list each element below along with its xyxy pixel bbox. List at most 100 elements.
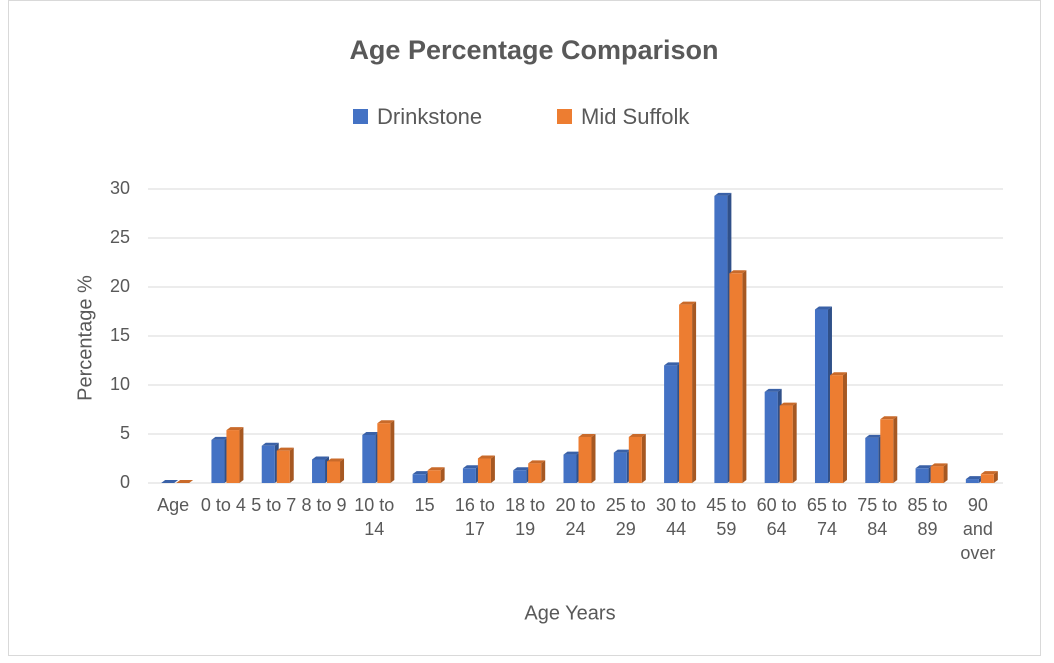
bar-side: [591, 433, 596, 483]
bar-side: [490, 455, 495, 483]
bar-side: [842, 372, 847, 483]
bar: [226, 430, 240, 483]
x-tick-label: 18 to 19: [505, 495, 546, 539]
bar-top: [427, 467, 445, 471]
bar: [814, 309, 828, 483]
legend-label: Drinkstone: [377, 104, 482, 129]
bar-side: [239, 427, 244, 483]
bar-side: [742, 270, 747, 483]
bar: [276, 450, 290, 483]
bar-top: [829, 372, 847, 376]
bar-top: [513, 467, 531, 471]
y-tick-label: 25: [110, 227, 130, 247]
bar: [930, 466, 944, 483]
bar-top: [261, 442, 279, 446]
bar-top: [679, 301, 697, 305]
bar-top: [176, 480, 194, 483]
bar: [829, 375, 843, 483]
x-tick-label: 75 to 84: [857, 495, 898, 539]
bar-side: [289, 447, 294, 483]
bar-top: [628, 433, 646, 437]
bar: [714, 195, 728, 484]
bar-top: [814, 306, 832, 310]
bar-top: [276, 447, 294, 451]
bar-top: [880, 416, 898, 420]
bar: [729, 273, 743, 483]
y-tick-label: 5: [120, 423, 130, 443]
bar: [779, 405, 793, 483]
x-tick-label: 90 and over: [960, 495, 996, 563]
bar: [965, 479, 979, 483]
bar: [362, 434, 376, 483]
y-axis-title: Percentage %: [74, 275, 96, 401]
bar: [613, 452, 627, 483]
bar: [563, 454, 577, 483]
chart-title: Age Percentage Comparison: [349, 35, 718, 65]
x-tick-label: 65 to 74: [806, 495, 847, 539]
x-tick-label: 0 to 4: [200, 495, 246, 515]
bar: [679, 304, 693, 483]
bar: [377, 423, 391, 483]
bar-top: [714, 192, 732, 196]
bar-top: [764, 388, 782, 392]
bar: [312, 459, 326, 483]
x-tick-label: Age: [157, 495, 190, 515]
bar-top: [362, 431, 380, 435]
bar-side: [641, 433, 646, 483]
bar: [477, 458, 491, 483]
bar-top: [664, 362, 682, 366]
bar-top: [327, 458, 345, 462]
bar-top: [578, 433, 596, 437]
bar-side: [692, 301, 697, 483]
x-axis-title: Age Years: [524, 602, 615, 624]
bar: [327, 461, 341, 483]
bar: [865, 437, 879, 483]
x-tick-label: 15: [414, 495, 435, 515]
bar: [915, 468, 929, 483]
bar-top: [980, 471, 998, 475]
y-tick-label: 10: [110, 374, 130, 394]
legend-label: Mid Suffolk: [581, 104, 690, 129]
x-tick-label: 25 to 29: [605, 495, 646, 539]
x-tick-label: 16 to 17: [454, 495, 495, 539]
legend-swatch: [353, 109, 368, 124]
bar-top: [226, 427, 244, 431]
x-tick-label: 85 to 89: [907, 495, 948, 539]
bar-top: [779, 402, 797, 406]
bar-top: [563, 451, 581, 455]
bar-top: [462, 465, 480, 469]
bar: [628, 436, 642, 483]
y-tick-label: 30: [110, 178, 130, 198]
bar-side: [340, 458, 345, 483]
bar-top: [915, 465, 933, 469]
bar: [211, 439, 225, 483]
bar-top: [161, 480, 179, 483]
bar: [980, 474, 994, 483]
bar-top: [312, 456, 330, 460]
bar-side: [440, 467, 445, 483]
bar-top: [528, 460, 546, 464]
bar-top: [965, 476, 983, 480]
bar-side: [943, 463, 948, 483]
bar-side: [541, 460, 546, 483]
bar-top: [930, 463, 948, 467]
y-tick-label: 0: [120, 472, 130, 492]
bar-top: [477, 455, 495, 459]
bar: [880, 419, 894, 483]
bar: [764, 391, 778, 483]
bar: [513, 470, 527, 483]
x-tick-label: 45 to 59: [706, 495, 747, 539]
bar-top: [412, 471, 430, 475]
x-tick-label: 10 to 14: [354, 495, 395, 539]
bar-side: [390, 420, 395, 483]
bar: [462, 468, 476, 483]
bar-top: [613, 449, 631, 453]
y-tick-label: 20: [110, 276, 130, 296]
bar: [261, 445, 275, 483]
bar-top: [211, 436, 229, 440]
x-tick-label: 5 to 7: [251, 495, 297, 515]
x-tick-label: 20 to 24: [555, 495, 596, 539]
y-tick-label: 15: [110, 325, 130, 345]
